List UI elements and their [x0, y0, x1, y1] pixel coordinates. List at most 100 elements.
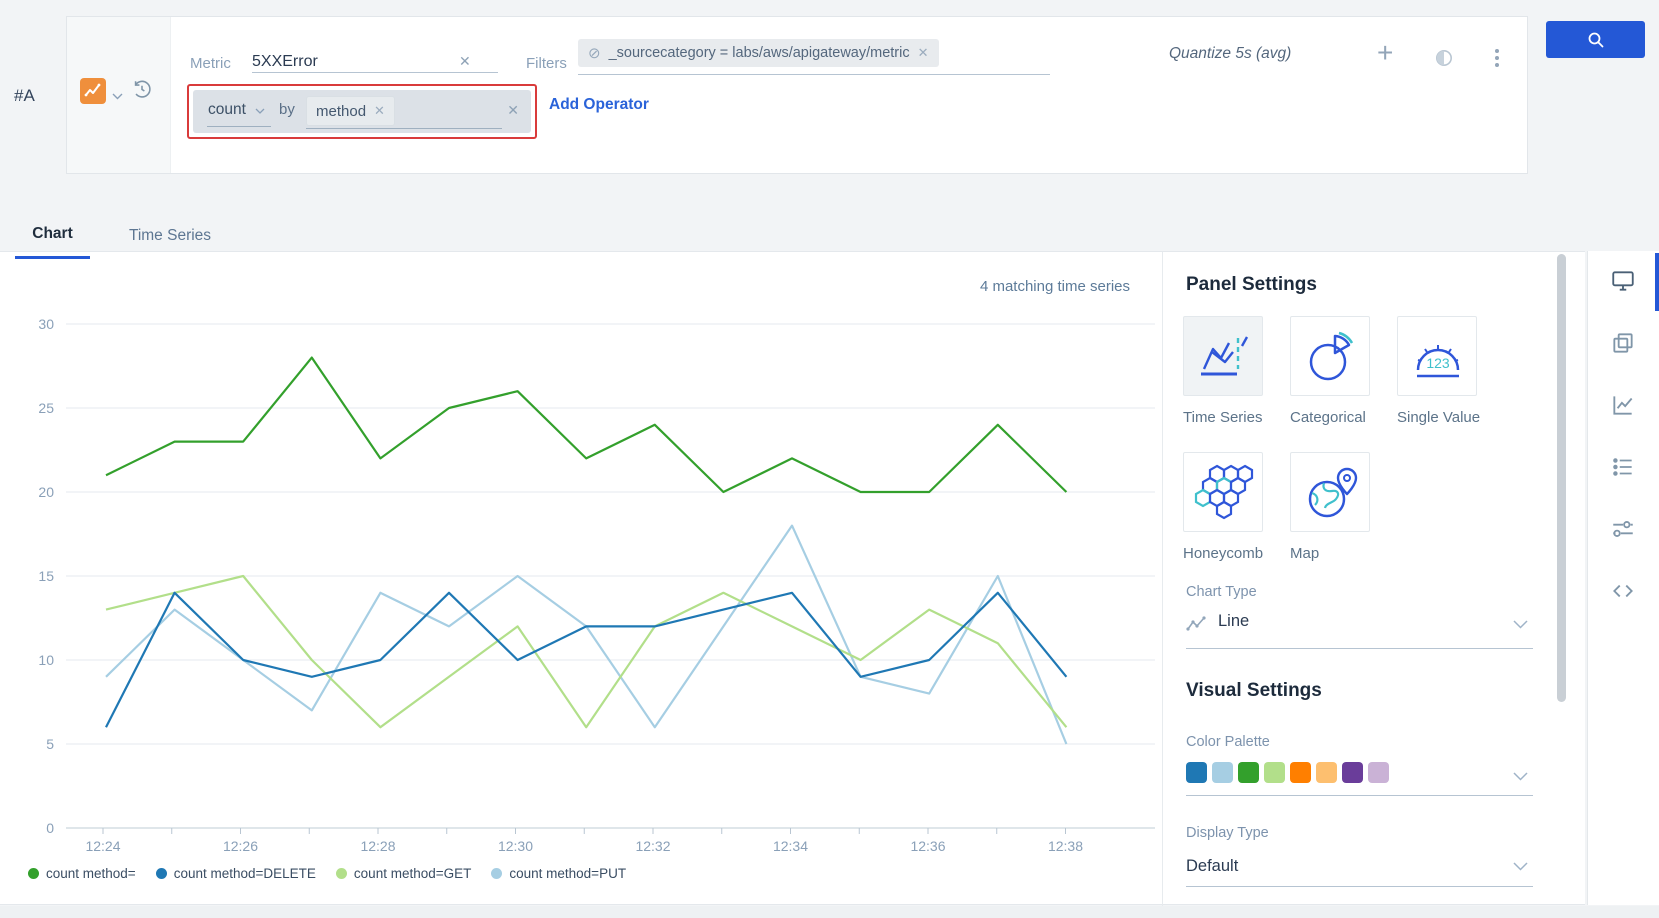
- filters-label: Filters: [526, 55, 567, 72]
- quantize-label[interactable]: Quantize 5s (avg): [1169, 45, 1292, 62]
- filter-chip-text: _sourcecategory = labs/aws/apigateway/me…: [608, 45, 910, 61]
- filter-chip[interactable]: ⊘ _sourcecategory = labs/aws/apigateway/…: [578, 39, 939, 67]
- panel-tile-label: Honeycomb: [1183, 545, 1264, 562]
- filter-chip-remove-icon[interactable]: ✕: [917, 45, 929, 60]
- y-axis-label: 20: [38, 484, 54, 500]
- group-by-chip-remove-icon[interactable]: ✕: [374, 103, 385, 118]
- query-card: Metric 5XXError ✕ Filters ⊘ _sourcecateg…: [66, 16, 1528, 174]
- chevron-down-icon[interactable]: [112, 87, 123, 105]
- series-line[interactable]: [105, 356, 1068, 494]
- chart-type-underline: [1186, 648, 1533, 649]
- code-icon[interactable]: [1610, 578, 1638, 606]
- color-swatch: [1290, 762, 1311, 783]
- panel-tile-label: Map: [1290, 545, 1320, 562]
- right-toolbar: [1587, 251, 1659, 905]
- legend-dot-icon: [28, 868, 39, 879]
- visibility-eye-icon[interactable]: [1435, 49, 1453, 72]
- query-type-block: [67, 17, 171, 173]
- operator-remove-icon[interactable]: ✕: [507, 102, 519, 118]
- x-axis-label: 12:36: [910, 838, 945, 854]
- line-chart-type-icon: [1186, 616, 1208, 639]
- y-axis-label: 0: [46, 820, 54, 836]
- series-line[interactable]: [105, 524, 1068, 745]
- kebab-menu-icon[interactable]: [1495, 49, 1499, 70]
- y-axis-label: 25: [38, 400, 54, 416]
- chart-type-label: Chart Type: [1186, 584, 1257, 600]
- x-axis-label: 12:32: [635, 838, 670, 854]
- copy-icon[interactable]: [1610, 330, 1638, 358]
- chevron-down-icon[interactable]: [1513, 616, 1528, 634]
- display-type-dropdown[interactable]: Default: [1186, 857, 1239, 875]
- query-row-label: #A: [14, 86, 35, 105]
- color-palette-swatches[interactable]: [1186, 762, 1389, 783]
- page-bottom-strip: [0, 906, 1659, 918]
- chevron-down-icon[interactable]: [1513, 858, 1528, 876]
- visual-settings-title: Visual Settings: [1186, 680, 1322, 701]
- chart-icon[interactable]: [1610, 392, 1638, 420]
- search-button[interactable]: [1546, 21, 1645, 58]
- no-entry-icon: ⊘: [588, 45, 601, 62]
- metric-input-underline: [252, 72, 498, 73]
- panel-tile-categorical[interactable]: [1290, 316, 1370, 396]
- panel-tile-single-value[interactable]: 123: [1397, 316, 1477, 396]
- series-line[interactable]: [105, 574, 1068, 729]
- display-type-label: Display Type: [1186, 825, 1269, 841]
- time-series-chart[interactable]: 0 5 10 15 20 25 30 12:24 12:26 12:28 12:30 12:32 12:…: [0, 252, 1160, 864]
- history-icon[interactable]: [131, 78, 153, 105]
- series-line[interactable]: [105, 591, 1068, 728]
- chart-card: 4 matching time series 0 5 10 15 20 25 30 12:24…: [0, 251, 1585, 906]
- chart-type-dropdown[interactable]: Line: [1218, 612, 1250, 630]
- y-axis-label: 10: [38, 652, 54, 668]
- query-section: #A Metric 5XXError ✕ Filters ⊘: [0, 0, 1659, 212]
- legend-label: count method=GET: [353, 866, 472, 881]
- color-palette-underline: [1186, 795, 1533, 796]
- operator-highlight-box: count by method ✕ ✕: [187, 84, 537, 139]
- svg-text:123: 123: [1426, 355, 1450, 371]
- legend-item[interactable]: count method=: [28, 866, 136, 881]
- active-tool-indicator: [1655, 253, 1659, 311]
- color-swatch: [1264, 762, 1285, 783]
- y-axis-label: 5: [46, 736, 54, 752]
- metric-label: Metric: [190, 55, 231, 72]
- group-by-chip[interactable]: method ✕: [306, 96, 395, 126]
- list-icon[interactable]: [1610, 454, 1638, 482]
- scrollbar[interactable]: [1557, 254, 1566, 702]
- add-operator-link[interactable]: Add Operator: [549, 96, 649, 113]
- tab-time-series[interactable]: Time Series: [128, 226, 212, 244]
- legend-item[interactable]: count method=GET: [335, 866, 472, 881]
- panel-tile-time-series[interactable]: [1183, 316, 1263, 396]
- group-by-underline: [306, 128, 502, 129]
- metric-clear-icon[interactable]: ✕: [459, 53, 471, 69]
- legend-label: count method=PUT: [509, 866, 627, 881]
- y-axis-label: 15: [38, 568, 54, 584]
- x-axis-label: 12:38: [1048, 838, 1083, 854]
- legend-label: count method=DELETE: [173, 866, 316, 881]
- panel-tile-label: Categorical: [1290, 409, 1366, 426]
- panel-settings-title: Panel Settings: [1186, 274, 1317, 295]
- color-swatch: [1316, 762, 1337, 783]
- panel-tile-label: Single Value: [1397, 409, 1481, 426]
- view-tabs: Chart Time Series: [0, 212, 1659, 259]
- operator-function-dropdown[interactable]: count: [208, 101, 246, 118]
- legend-dot-icon: [491, 868, 503, 879]
- operator-box[interactable]: count by method ✕ ✕: [193, 90, 531, 133]
- color-swatch: [1342, 762, 1363, 783]
- panel-tile-honeycomb[interactable]: [1183, 452, 1263, 532]
- metrics-query-icon[interactable]: [80, 78, 106, 104]
- legend-item[interactable]: count method=DELETE: [155, 866, 316, 881]
- add-query-icon[interactable]: +: [1377, 37, 1394, 68]
- x-axis-label: 12:34: [773, 838, 808, 854]
- chevron-down-icon[interactable]: [1513, 768, 1528, 786]
- y-axis-label: 30: [38, 316, 54, 332]
- chevron-down-icon[interactable]: [255, 101, 265, 119]
- legend-dot-icon: [155, 868, 167, 879]
- tune-icon[interactable]: [1610, 516, 1638, 544]
- color-swatch: [1238, 762, 1259, 783]
- x-axis-label: 12:30: [498, 838, 533, 854]
- metric-input[interactable]: 5XXError: [252, 53, 318, 70]
- display-icon[interactable]: [1610, 268, 1638, 296]
- tab-chart[interactable]: Chart: [15, 212, 90, 259]
- legend-item[interactable]: count method=PUT: [491, 866, 626, 881]
- panel-tile-map[interactable]: [1290, 452, 1370, 532]
- color-swatch: [1368, 762, 1389, 783]
